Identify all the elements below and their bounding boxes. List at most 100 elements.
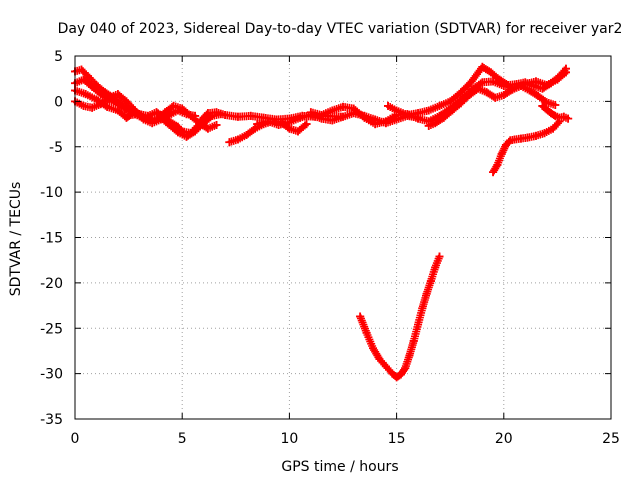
data-point bbox=[546, 109, 555, 118]
data-point bbox=[362, 328, 371, 337]
data-point bbox=[510, 135, 519, 144]
y-tick-label: -30 bbox=[40, 367, 63, 383]
data-point bbox=[422, 289, 431, 298]
data-point bbox=[242, 130, 251, 139]
data-point bbox=[143, 113, 152, 122]
data-point bbox=[482, 88, 491, 97]
data-point bbox=[186, 129, 195, 138]
data-point bbox=[79, 101, 88, 110]
data-point bbox=[328, 116, 337, 125]
data-point bbox=[508, 85, 517, 94]
data-point bbox=[439, 113, 448, 122]
data-point bbox=[88, 103, 97, 112]
data-point bbox=[306, 108, 315, 117]
data-point bbox=[349, 104, 358, 113]
data-point bbox=[491, 93, 500, 102]
y-tick-label: -10 bbox=[40, 185, 63, 201]
data-point bbox=[516, 81, 525, 90]
series-arc-12 bbox=[489, 117, 564, 177]
data-point bbox=[493, 160, 502, 169]
data-point bbox=[465, 91, 474, 100]
data-point bbox=[497, 150, 506, 159]
data-point bbox=[122, 105, 131, 114]
data-point bbox=[495, 75, 504, 84]
data-point bbox=[456, 99, 465, 108]
data-point bbox=[126, 110, 135, 119]
data-point bbox=[431, 119, 440, 128]
data-point bbox=[501, 140, 510, 149]
data-point bbox=[186, 111, 195, 120]
data-point bbox=[105, 93, 114, 102]
data-point bbox=[375, 355, 384, 364]
data-point bbox=[88, 82, 97, 91]
data-point bbox=[212, 120, 221, 129]
data-point bbox=[401, 364, 410, 373]
data-point bbox=[555, 71, 564, 80]
data-point bbox=[371, 120, 380, 129]
data-point bbox=[435, 101, 444, 110]
data-point bbox=[285, 118, 294, 127]
data-point bbox=[328, 106, 337, 115]
data-point bbox=[96, 90, 105, 99]
y-tick-label: -35 bbox=[40, 412, 63, 428]
data-point bbox=[83, 71, 92, 80]
x-tick-label: 15 bbox=[388, 431, 406, 447]
data-point bbox=[356, 312, 365, 321]
data-point bbox=[178, 127, 187, 136]
tick-labels: 0 5 10 15 20 25 5 0 -5 -10 -15 -20 -25 -30 -35 bbox=[40, 49, 620, 447]
data-point bbox=[369, 344, 378, 353]
data-point bbox=[538, 84, 547, 93]
data-point bbox=[448, 106, 457, 115]
data-point bbox=[499, 91, 508, 100]
data-point bbox=[561, 64, 570, 73]
data-point bbox=[523, 133, 532, 142]
series-arc-13 bbox=[356, 252, 444, 382]
data-point bbox=[489, 77, 498, 86]
data-point bbox=[152, 115, 161, 124]
data-point bbox=[233, 135, 242, 144]
y-tick-label: -25 bbox=[40, 321, 63, 337]
data-point bbox=[302, 120, 311, 129]
y-tick-label: 5 bbox=[54, 49, 63, 65]
data-point bbox=[169, 101, 178, 110]
x-tick-label: 20 bbox=[495, 431, 513, 447]
data-point bbox=[486, 68, 495, 77]
data-point bbox=[403, 110, 412, 119]
series-trace bbox=[356, 252, 444, 382]
data-point bbox=[246, 111, 255, 120]
data-point bbox=[396, 370, 405, 379]
data-point bbox=[339, 112, 347, 121]
data-point bbox=[409, 336, 418, 345]
y-tick-label: -5 bbox=[49, 140, 63, 156]
data-point bbox=[296, 113, 305, 122]
y-tick-label: 0 bbox=[54, 94, 63, 110]
data-point bbox=[92, 95, 101, 104]
y-tick-label: -20 bbox=[40, 276, 63, 292]
data-point bbox=[113, 106, 122, 115]
data-point bbox=[426, 277, 435, 286]
y-axis-title: SDTVAR / TECUs bbox=[8, 182, 24, 297]
data-point bbox=[531, 131, 540, 140]
data-point bbox=[381, 362, 390, 371]
data-point bbox=[152, 108, 161, 117]
data-point bbox=[424, 106, 433, 115]
data-point bbox=[263, 117, 272, 126]
data-point bbox=[122, 97, 131, 106]
data-point bbox=[388, 369, 397, 378]
data-point bbox=[551, 111, 560, 120]
data-point bbox=[203, 109, 212, 118]
data-point bbox=[233, 112, 242, 121]
data-point bbox=[534, 91, 543, 100]
data-series bbox=[71, 62, 573, 382]
x-axis-title: GPS time / hours bbox=[281, 459, 398, 475]
axis-ticks bbox=[74, 55, 612, 420]
data-point bbox=[489, 168, 498, 177]
x-tick-label: 25 bbox=[602, 431, 620, 447]
data-point bbox=[564, 114, 573, 123]
data-point bbox=[274, 120, 283, 129]
data-point bbox=[506, 136, 515, 145]
data-point bbox=[156, 110, 165, 119]
data-point bbox=[360, 113, 369, 122]
data-point bbox=[414, 320, 423, 329]
